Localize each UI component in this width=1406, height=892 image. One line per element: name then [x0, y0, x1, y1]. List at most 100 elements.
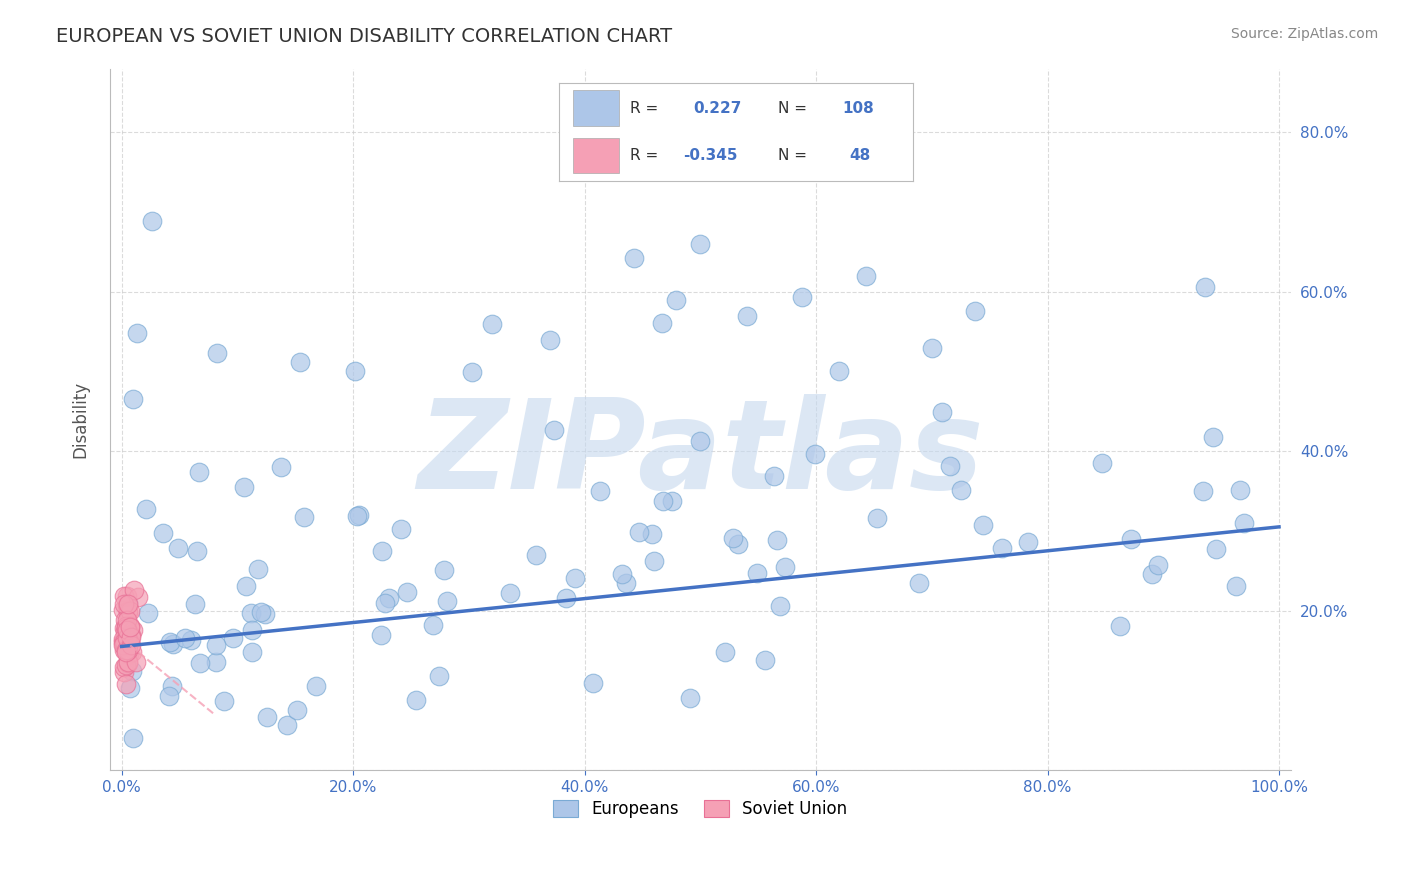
- Point: [122, 731, 145, 745]
- Point: [117, 655, 139, 669]
- Point: [1109, 618, 1132, 632]
- Point: [162, 680, 184, 694]
- Point: [120, 633, 142, 648]
- Point: [804, 447, 827, 461]
- Point: [249, 606, 271, 620]
- Point: [117, 597, 139, 611]
- Point: [727, 536, 749, 550]
- Point: [1017, 535, 1039, 549]
- Point: [117, 623, 139, 637]
- Point: [908, 575, 931, 590]
- Point: [865, 511, 887, 525]
- Point: [270, 460, 292, 475]
- Point: [222, 632, 245, 646]
- Point: [159, 635, 181, 649]
- Point: [120, 638, 142, 652]
- Point: [112, 603, 135, 617]
- Point: [136, 606, 159, 620]
- Point: [120, 681, 142, 695]
- Point: [714, 645, 737, 659]
- Point: [614, 575, 637, 590]
- Point: [828, 364, 851, 378]
- Point: [643, 554, 665, 568]
- Point: [256, 710, 278, 724]
- Point: [1205, 542, 1227, 557]
- Point: [112, 621, 135, 635]
- Point: [117, 603, 139, 617]
- Point: [582, 676, 605, 690]
- Point: [346, 508, 368, 523]
- Point: [1147, 558, 1170, 572]
- Point: [610, 566, 633, 581]
- Point: [115, 642, 138, 657]
- Point: [721, 531, 744, 545]
- Point: [640, 527, 662, 541]
- Point: [121, 645, 143, 659]
- Point: [1194, 279, 1216, 293]
- Point: [112, 632, 135, 646]
- Point: [427, 668, 450, 682]
- Point: [735, 309, 758, 323]
- Point: [344, 364, 367, 378]
- Point: [186, 543, 208, 558]
- Point: [121, 392, 143, 406]
- Point: [651, 316, 673, 330]
- Point: [212, 694, 235, 708]
- Point: [135, 502, 157, 516]
- Point: [855, 269, 877, 284]
- Point: [377, 591, 399, 606]
- Point: [972, 518, 994, 533]
- Point: [180, 633, 202, 648]
- Text: EUROPEAN VS SOVIET UNION DISABILITY CORRELATION CHART: EUROPEAN VS SOVIET UNION DISABILITY CORR…: [56, 27, 672, 45]
- Point: [112, 638, 135, 652]
- Point: [117, 657, 139, 671]
- Point: [240, 606, 263, 620]
- Point: [679, 691, 702, 706]
- Point: [152, 525, 174, 540]
- Point: [117, 624, 139, 639]
- Point: [112, 590, 135, 604]
- Point: [769, 599, 792, 614]
- Point: [112, 635, 135, 649]
- Point: [121, 664, 143, 678]
- Point: [112, 633, 135, 648]
- Point: [763, 469, 786, 483]
- Point: [991, 541, 1014, 556]
- Point: [120, 619, 142, 633]
- Point: [167, 541, 190, 555]
- Text: ZIPatlas: ZIPatlas: [418, 394, 984, 515]
- Point: [118, 619, 141, 633]
- Point: [538, 333, 561, 347]
- Point: [112, 665, 135, 679]
- Point: [253, 607, 276, 621]
- Point: [422, 618, 444, 632]
- Legend: Europeans, Soviet Union: Europeans, Soviet Union: [547, 793, 855, 825]
- Point: [371, 544, 394, 558]
- Point: [481, 317, 503, 331]
- Point: [790, 290, 813, 304]
- Point: [120, 630, 142, 644]
- Point: [114, 624, 136, 639]
- Point: [589, 484, 612, 499]
- Point: [120, 628, 142, 642]
- Point: [931, 404, 953, 418]
- Point: [288, 354, 311, 368]
- Point: [112, 597, 135, 611]
- Point: [405, 693, 427, 707]
- Point: [162, 637, 184, 651]
- Point: [499, 586, 522, 600]
- Point: [114, 622, 136, 636]
- Point: [766, 533, 789, 548]
- Point: [304, 679, 326, 693]
- Point: [294, 510, 316, 524]
- Point: [115, 599, 138, 613]
- Point: [112, 642, 135, 657]
- Point: [1233, 516, 1256, 530]
- Point: [114, 645, 136, 659]
- Point: [773, 560, 796, 574]
- Point: [1091, 456, 1114, 470]
- Point: [921, 341, 943, 355]
- Point: [122, 582, 145, 597]
- Point: [1119, 532, 1142, 546]
- Point: [114, 613, 136, 627]
